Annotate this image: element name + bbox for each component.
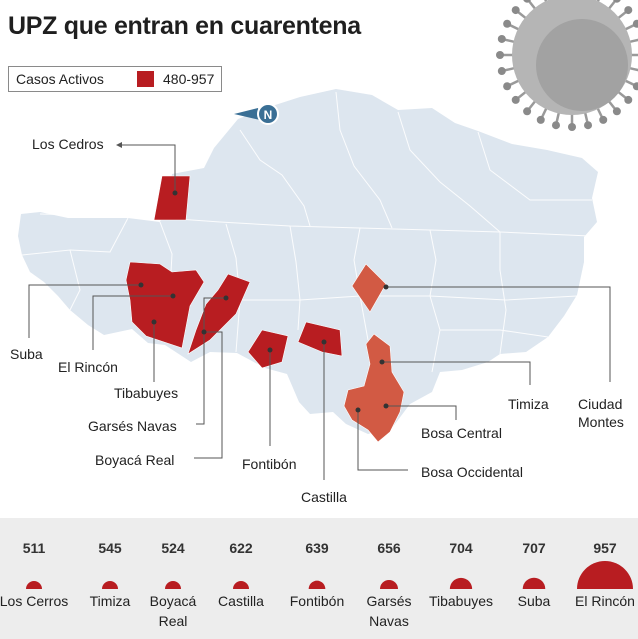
value-label-8: 707	[522, 540, 546, 556]
label-el-rincon: El Rincón	[58, 359, 118, 375]
cases-strip: 511 Los Cerros 545 Timiza 524 Boyacá Real 622 Ca…	[0, 518, 638, 639]
label-fontibon: Fontibón	[242, 456, 296, 472]
bogota-map: N Los Cedros Suba El Rincón Tibabuyes Ga…	[10, 89, 624, 505]
semicircle-5	[308, 580, 326, 589]
semicircle-2	[102, 581, 118, 589]
north-letter: N	[264, 108, 273, 122]
label-ciudad-montes-line2: Montes	[578, 414, 624, 430]
semicircle-7	[449, 577, 473, 589]
semicircle-4	[233, 581, 249, 589]
category-label-4: Castilla	[218, 593, 264, 609]
semicircle-8	[522, 577, 546, 589]
semicircle-3	[165, 581, 181, 589]
leader-dots	[138, 190, 389, 413]
semicircle-1	[26, 581, 42, 589]
city-outline	[18, 89, 598, 434]
upz-ciudad-montes	[351, 263, 387, 313]
label-los-cedros: Los Cedros	[32, 136, 104, 152]
upz-suba-tibabuyes-rincon	[125, 261, 205, 349]
page-title: UPZ que entran en cuarentena	[8, 12, 361, 40]
value-label-3: 524	[161, 540, 185, 556]
label-ciudad-montes-line1: Ciudad	[578, 396, 622, 412]
semicircle-chart: 511 Los Cerros 545 Timiza 524 Boyacá Real 622 Ca…	[0, 540, 635, 629]
value-label-6: 656	[377, 540, 401, 556]
label-boyaca-real: Boyacá Real	[95, 452, 174, 468]
value-label-4: 622	[229, 540, 253, 556]
value-label-1: 511	[23, 540, 46, 556]
category-label-1: Los Cerros	[0, 593, 68, 609]
category-label-3-line2: Real	[159, 613, 188, 629]
legend-label: Casos Activos	[16, 71, 104, 87]
category-label-3: Boyacá	[150, 593, 197, 609]
leader-lines	[28, 144, 611, 480]
label-bosa-central: Bosa Central	[421, 425, 502, 441]
district-boundaries	[21, 91, 592, 373]
category-label-2: Timiza	[90, 593, 131, 609]
category-label-9: El Rincón	[575, 593, 635, 609]
upz-timiza-bosa	[343, 333, 405, 443]
label-bosa-occidental: Bosa Occidental	[421, 464, 523, 480]
value-label-7: 704	[449, 540, 473, 556]
semicircle-6	[379, 579, 399, 589]
category-label-8: Suba	[518, 593, 551, 609]
semicircle-9	[577, 561, 633, 589]
upz-castilla	[297, 321, 343, 357]
label-timiza: Timiza	[508, 396, 549, 412]
virus-icon	[496, 0, 638, 131]
label-suba: Suba	[10, 346, 43, 362]
legend: Casos Activos 480-957	[8, 66, 222, 92]
category-label-6: Garsés	[366, 593, 411, 609]
north-arrow-icon: N	[234, 103, 279, 125]
label-tibabuyes: Tibabuyes	[114, 385, 178, 401]
label-garses-navas: Garsés Navas	[88, 418, 177, 434]
value-label-5: 639	[305, 540, 329, 556]
category-label-5: Fontibón	[290, 593, 344, 609]
legend-range: 480-957	[163, 71, 215, 87]
value-label-2: 545	[98, 540, 122, 556]
category-label-6-line2: Navas	[369, 613, 409, 629]
label-castilla: Castilla	[301, 489, 347, 505]
category-label-7: Tibabuyes	[429, 593, 493, 609]
legend-swatch	[137, 71, 154, 87]
upz-los-cedros	[153, 175, 191, 221]
value-label-9: 957	[593, 540, 617, 556]
